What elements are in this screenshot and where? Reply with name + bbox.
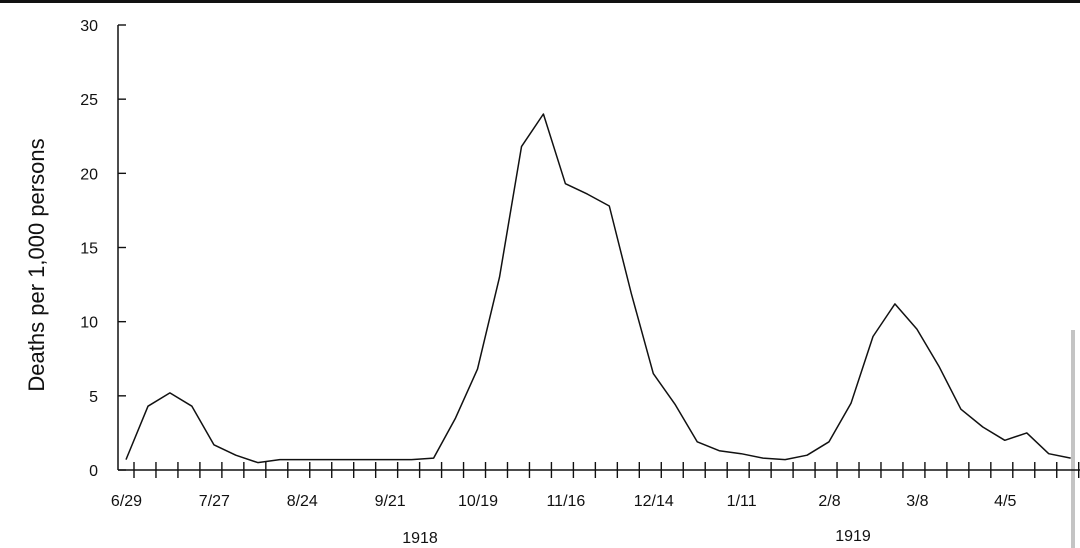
scrollbar[interactable]: [1071, 330, 1075, 548]
axes: [117, 25, 1080, 471]
year-label-1918: 1918: [402, 530, 438, 547]
x-tick-label: 12/14: [634, 493, 674, 510]
y-tick-label: 5: [89, 389, 98, 406]
y-tick-label: 25: [80, 92, 98, 109]
x-tick-label: 6/29: [111, 493, 142, 510]
x-tick-label: 4/5: [994, 493, 1016, 510]
x-tick-label: 10/19: [458, 493, 498, 510]
y-tick-label: 10: [80, 315, 98, 332]
series: [125, 113, 1071, 464]
y-tick-label: 20: [80, 166, 98, 183]
x-ticks: 6/29 7/27 8/24 9/21 10/19 11/16 12/14 1/11 2/8 3/…: [111, 462, 1080, 510]
series-line-deaths: [125, 113, 1071, 464]
x-tick-label: 2/8: [818, 493, 840, 510]
x-tick-label: 9/21: [375, 493, 406, 510]
top-border: [0, 0, 1080, 3]
x-tick-label: 3/8: [906, 493, 928, 510]
x-tick-label: 8/24: [287, 493, 318, 510]
y-tick-label: 0: [89, 463, 98, 480]
x-tick-label: 1/11: [727, 493, 757, 510]
y-ticks: 0 5 10 15 20 25 30: [80, 18, 126, 480]
year-label-1919: 1919: [835, 528, 871, 545]
x-tick-label: 11/16: [546, 493, 585, 510]
y-tick-label: 15: [80, 241, 98, 258]
y-tick-label: 30: [80, 18, 98, 35]
y-axis-label: Deaths per 1,000 persons: [24, 138, 49, 391]
x-tick-label: 7/27: [199, 493, 230, 510]
